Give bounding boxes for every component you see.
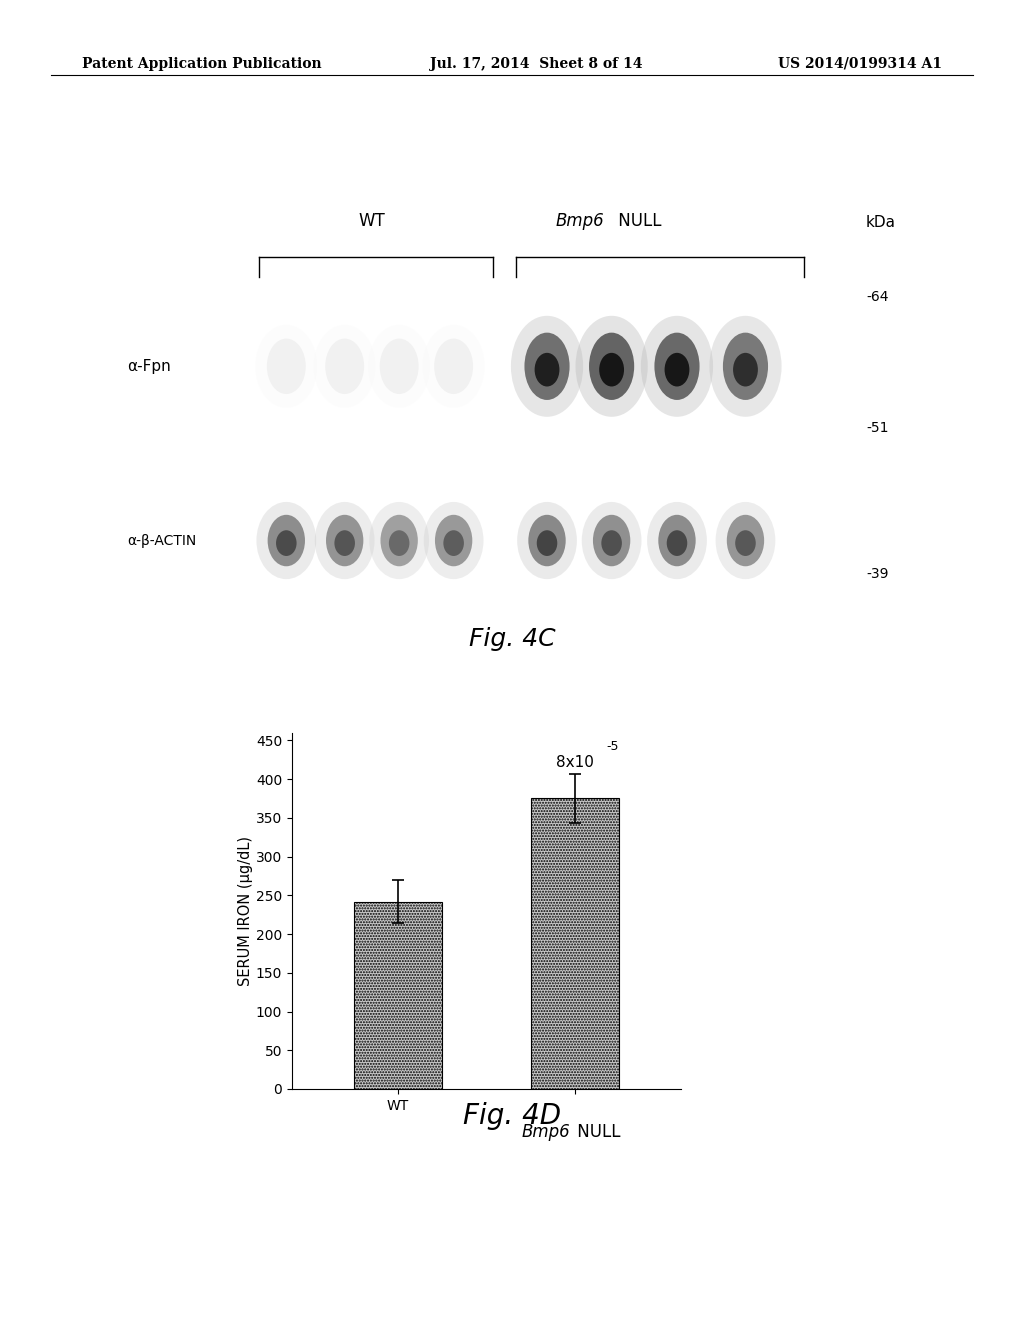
Ellipse shape [524, 333, 569, 400]
Text: Fig. 4C: Fig. 4C [469, 627, 555, 651]
Ellipse shape [589, 333, 634, 400]
Text: α-Fpn: α-Fpn [127, 359, 171, 374]
Bar [353, 902, 442, 1089]
Ellipse shape [276, 531, 297, 556]
Text: -64: -64 [866, 290, 889, 304]
Ellipse shape [368, 325, 430, 408]
Ellipse shape [528, 515, 565, 566]
Ellipse shape [537, 531, 557, 556]
Ellipse shape [582, 502, 641, 579]
Ellipse shape [313, 325, 376, 408]
Ellipse shape [665, 352, 689, 387]
Ellipse shape [647, 502, 707, 579]
Ellipse shape [267, 515, 305, 566]
Text: Bmp6: Bmp6 [555, 211, 604, 230]
Text: -5: -5 [606, 739, 620, 752]
Ellipse shape [735, 531, 756, 556]
Ellipse shape [716, 502, 775, 579]
Text: Fig. 4D: Fig. 4D [463, 1102, 561, 1130]
Ellipse shape [370, 502, 429, 579]
Text: WT: WT [358, 211, 385, 230]
Text: Bmp6: Bmp6 [521, 1123, 570, 1140]
Ellipse shape [723, 333, 768, 400]
Text: Jul. 17, 2014  Sheet 8 of 14: Jul. 17, 2014 Sheet 8 of 14 [430, 57, 643, 71]
Ellipse shape [654, 333, 699, 400]
Text: Patent Application Publication: Patent Application Publication [82, 57, 322, 71]
Ellipse shape [575, 315, 648, 417]
Ellipse shape [423, 325, 484, 408]
Y-axis label: SERUM IRON (μg/dL): SERUM IRON (μg/dL) [238, 836, 253, 986]
Text: 8x10: 8x10 [556, 755, 594, 770]
Ellipse shape [326, 515, 364, 566]
Ellipse shape [727, 515, 764, 566]
Ellipse shape [517, 502, 577, 579]
Text: US 2014/0199314 A1: US 2014/0199314 A1 [778, 57, 942, 71]
Ellipse shape [641, 315, 713, 417]
Ellipse shape [710, 315, 781, 417]
Ellipse shape [443, 531, 464, 556]
Ellipse shape [667, 531, 687, 556]
Text: kDa: kDa [866, 215, 896, 230]
Ellipse shape [599, 352, 624, 387]
Ellipse shape [255, 325, 317, 408]
Ellipse shape [658, 515, 695, 566]
Ellipse shape [733, 352, 758, 387]
Ellipse shape [314, 502, 375, 579]
Ellipse shape [381, 515, 418, 566]
Ellipse shape [335, 531, 355, 556]
Ellipse shape [601, 531, 622, 556]
Text: -39: -39 [866, 568, 889, 581]
Bar [530, 799, 620, 1089]
Ellipse shape [380, 338, 419, 393]
Ellipse shape [435, 515, 472, 566]
Ellipse shape [256, 502, 316, 579]
Text: NULL: NULL [572, 1123, 621, 1140]
Ellipse shape [424, 502, 483, 579]
Ellipse shape [511, 315, 583, 417]
Ellipse shape [267, 338, 306, 393]
Ellipse shape [434, 338, 473, 393]
Text: -51: -51 [866, 421, 889, 434]
Ellipse shape [593, 515, 631, 566]
Ellipse shape [535, 352, 559, 387]
Text: α-β-ACTIN: α-β-ACTIN [127, 533, 196, 548]
Ellipse shape [326, 338, 365, 393]
Text: NULL: NULL [613, 211, 662, 230]
Ellipse shape [389, 531, 410, 556]
